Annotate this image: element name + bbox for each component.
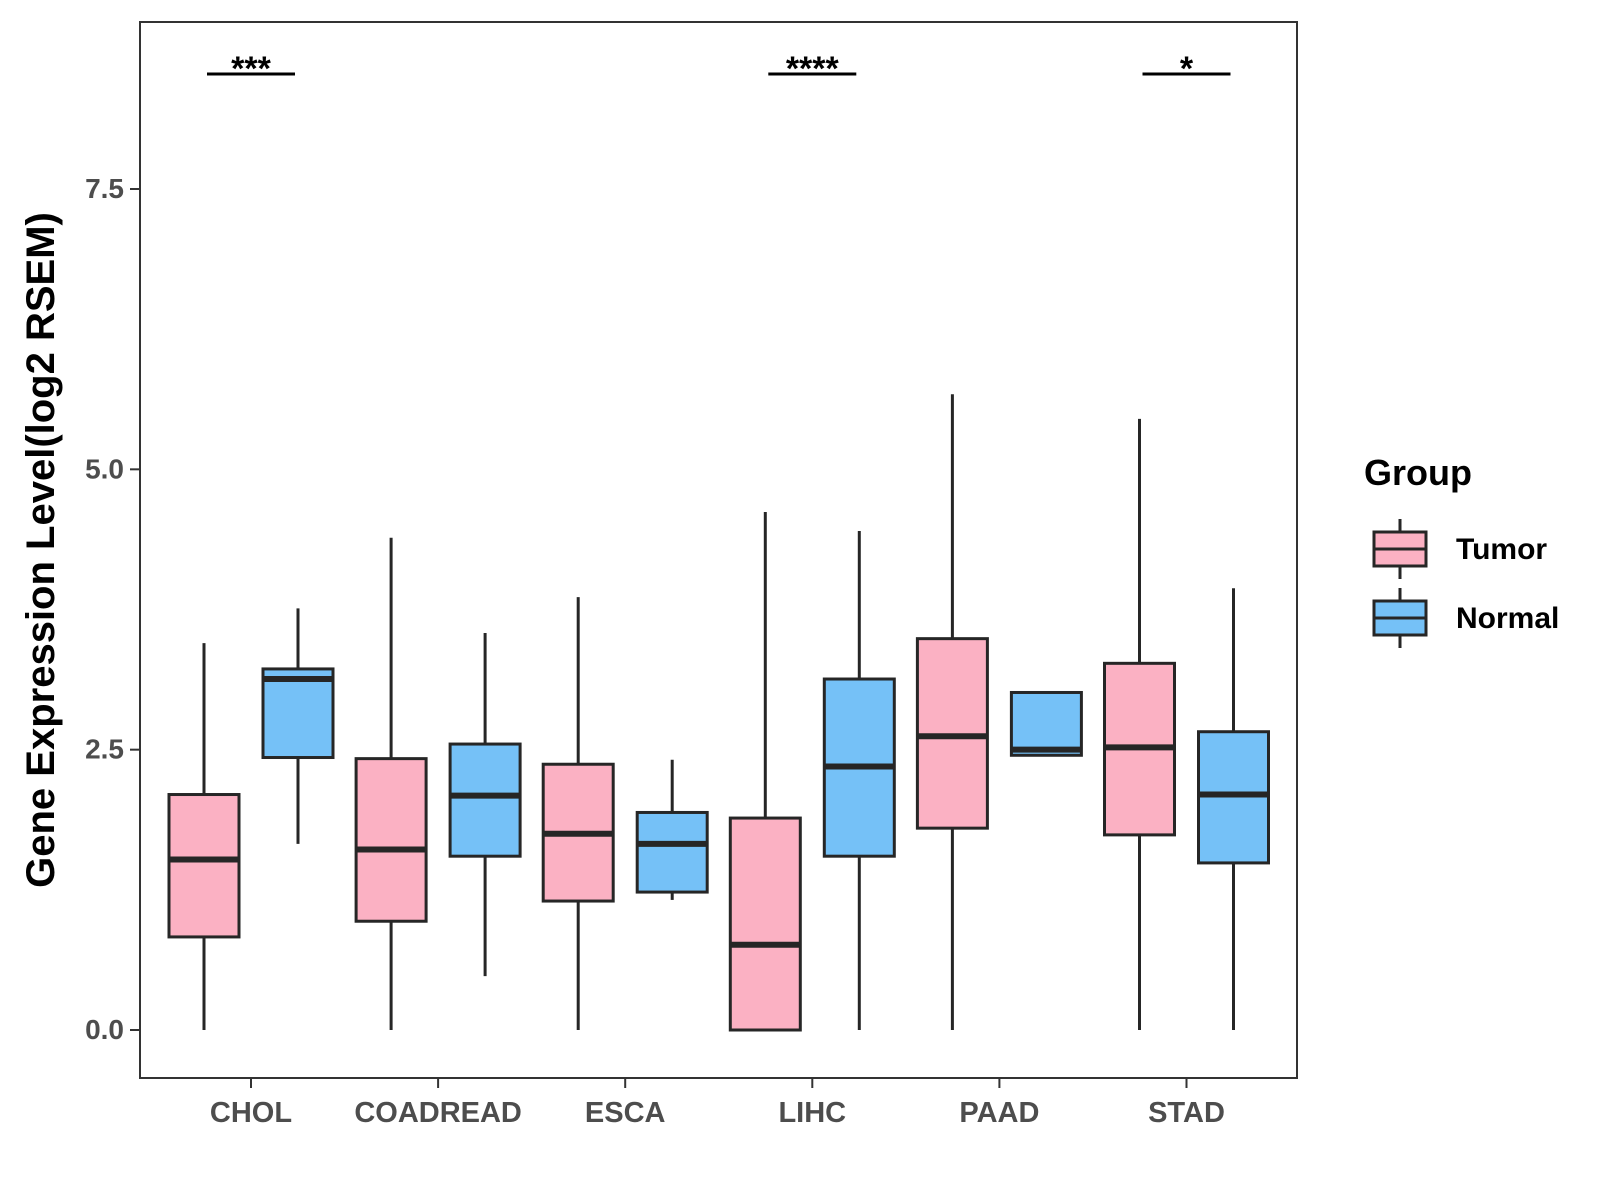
box-iqr [261,667,335,760]
x-category-label: STAD [1148,1097,1225,1129]
significance-label: *** [231,50,271,88]
y-tick-label: 0.0 [85,1014,124,1045]
box-tumor-chol [167,643,241,1030]
legend-item-tumor: Tumor [1372,519,1547,579]
box-iqr [167,793,241,939]
box-iqr [1009,690,1083,757]
plot-panel [139,21,1298,1079]
x-category-label: ESCA [585,1097,666,1129]
legend-title: Group [1364,452,1472,493]
box-tumor-stad [1103,418,1176,1030]
x-axis: CHOL COADREAD ESCA LIHC PAAD STAD [210,1078,1225,1129]
box-iqr [635,810,709,894]
box-tumor-paad [915,394,989,1030]
legend-label: Normal [1456,602,1559,635]
box-iqr [728,816,802,1032]
y-axis: 0.0 2.5 5.0 7.5 [85,173,140,1045]
box-normal-coadread [448,633,522,977]
box-normal-paad [1009,690,1083,757]
y-tick-label: 2.5 [85,734,124,765]
box-tumor-lihc [728,511,802,1032]
box-normal-lihc [822,531,896,1030]
box-normal-esca [635,759,709,900]
box-iqr [354,757,428,923]
legend-label: Tumor [1456,533,1547,566]
y-tick-label: 7.5 [85,173,124,204]
significance-label: **** [786,50,840,88]
legend-item-normal: Normal [1372,588,1559,648]
y-axis-title: Gene Expression Level(log2 RSEM) [19,212,63,888]
x-category-label: COADREAD [354,1097,522,1129]
box-tumor-coadread [354,537,428,1030]
box-series [167,394,1270,1032]
x-category-label: LIHC [778,1097,846,1129]
x-category-label: CHOL [210,1097,292,1129]
y-tick-label: 5.0 [85,453,124,484]
box-normal-chol [261,608,335,844]
box-normal-stad [1197,588,1270,1030]
x-category-label: PAAD [959,1097,1039,1129]
significance-label: * [1180,50,1194,88]
box-iqr [448,742,522,858]
significance-annotations: *** **** * [207,50,1231,88]
legend: Group Tumor Normal [1364,452,1559,648]
box-tumor-esca [541,597,615,1030]
